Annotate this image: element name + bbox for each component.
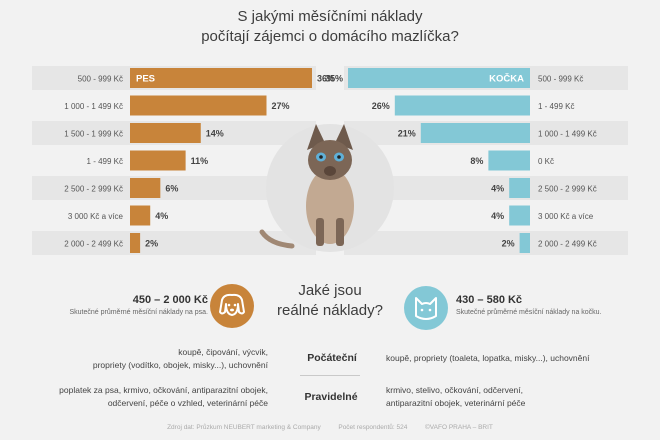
- cat-bar: [509, 178, 530, 198]
- cat-regular-line-2: antiparazitní obojek, veterinární péče: [386, 398, 526, 408]
- dog-category-label: 3 000 Kč a více: [68, 212, 124, 221]
- cat-bar: [394, 95, 530, 116]
- cat-regular-line-1: krmivo, stelivo, očkování, odčervení,: [386, 385, 524, 395]
- cat-value-label: 2%: [502, 239, 515, 249]
- cat-bar: [509, 205, 530, 226]
- cat-face-icon: [404, 286, 448, 330]
- cat-caption: Skutečné průměrné měsíční náklady na koč…: [456, 309, 602, 316]
- cat-category-label: 2 000 - 2 499 Kč: [538, 240, 597, 249]
- dog-initial-line-1: koupě, čipování, výcvik,: [178, 347, 268, 357]
- question-heading: Jaké jsou reálné náklady?: [270, 281, 390, 321]
- cat-bar: [348, 68, 530, 88]
- dog-value-label: 11%: [191, 156, 209, 166]
- dog-value-label: 6%: [165, 184, 178, 194]
- cat-series-label: KOČKA: [489, 73, 524, 85]
- left-row-band: [32, 231, 316, 255]
- cat-bar: [519, 233, 530, 253]
- dog-regular-costs: poplatek za psa, krmivo, očkování, antip…: [36, 384, 268, 410]
- dog-category-label: 2 000 - 2 499 Kč: [64, 240, 123, 249]
- cat-value-label: 8%: [470, 156, 483, 166]
- dog-bar: [130, 150, 186, 171]
- footer-respondents: Počet respondentů: 524: [338, 424, 408, 431]
- question-line-1: Jaké jsou: [298, 282, 362, 299]
- cat-value-label: 35%: [325, 74, 343, 84]
- cat-initial-costs: koupě, propriety (toaleta, lopatka, misk…: [386, 353, 590, 363]
- cat-category-label: 1 - 499 Kč: [538, 102, 574, 111]
- cat-category-label: 0 Kč: [538, 157, 554, 166]
- cat-cost-block: 430 – 580 Kč Skutečné průměrné měsíční n…: [456, 294, 636, 316]
- dog-face-icon: [210, 284, 254, 328]
- title-line-1: S jakými měsíčními náklady: [237, 8, 423, 25]
- cat-value-label: 4%: [491, 184, 504, 194]
- dog-value-label: 4%: [155, 211, 168, 221]
- dog-regular-line-1: poplatek za psa, krmivo, očkování, antip…: [59, 385, 268, 395]
- cat-category-label: 2 500 - 2 999 Kč: [538, 185, 597, 194]
- cat-bar: [488, 150, 530, 171]
- dog-bar: [130, 205, 151, 226]
- cat-category-label: 500 - 999 Kč: [538, 75, 583, 84]
- dog-value-label: 36%: [317, 74, 335, 84]
- dog-bar: [130, 178, 161, 198]
- cat-value-label: 26%: [372, 101, 390, 111]
- dog-series-label: PES: [136, 74, 155, 85]
- dog-category-label: 1 500 - 1 999 Kč: [64, 130, 123, 139]
- dog-cost-block: 450 – 2 000 Kč Skutečné průměrné měsíční…: [38, 294, 208, 316]
- title-line-2: počítají zájemci o domácího mazlíčka?: [201, 28, 459, 45]
- dog-value-label: 27%: [272, 101, 290, 111]
- right-row-band: [344, 231, 628, 255]
- dog-amount: 450 – 2 000 Kč: [132, 294, 208, 306]
- cat-amount: 430 – 580 Kč: [456, 294, 523, 306]
- cat-value-label: 21%: [398, 129, 416, 139]
- dog-value-label: 2%: [145, 239, 158, 249]
- dog-bar: [130, 233, 141, 253]
- footer-source: Zdroj dat: Průzkum NEUBERT marketing & C…: [167, 424, 321, 431]
- dog-regular-line-2: odčervení, péče o vzhled, veterinární pé…: [107, 398, 268, 408]
- dog-category-label: 1 - 499 Kč: [87, 157, 123, 166]
- dog-category-label: 1 000 - 1 499 Kč: [64, 102, 123, 111]
- footer-credit: ©VAFO PRAHA – BRIT: [425, 424, 493, 431]
- regular-costs-label: Pravidelné: [304, 391, 358, 403]
- dog-category-label: 500 - 999 Kč: [78, 75, 123, 84]
- cat-value-label: 4%: [491, 211, 504, 221]
- dog-bar: [130, 95, 267, 116]
- dog-category-label: 2 500 - 2 999 Kč: [64, 185, 123, 194]
- dog-caption: Skutečné průměrné měsíční náklady na psa…: [69, 309, 208, 316]
- cat-category-label: 1 000 - 1 499 Kč: [538, 130, 597, 139]
- dog-initial-costs: koupě, čipování, výcvik, propriety (vodí…: [60, 346, 268, 372]
- cat-category-label: 3 000 Kč a více: [538, 212, 594, 221]
- initial-costs-label: Počáteční: [307, 352, 357, 364]
- dog-initial-line-2: propriety (vodítko, obojek, misky...), u…: [92, 360, 268, 370]
- cat-bar: [420, 123, 530, 143]
- footer: Zdroj dat: Průzkum NEUBERT marketing & C…: [0, 424, 660, 431]
- dog-value-label: 14%: [206, 129, 224, 139]
- cat-illustration: [259, 124, 394, 252]
- question-line-2: reálné náklady?: [277, 302, 383, 319]
- dog-bar: [130, 123, 201, 143]
- row-divider: [300, 375, 360, 376]
- chart-title: S jakými měsíčními náklady počítají záje…: [0, 7, 660, 47]
- cat-regular-costs: krmivo, stelivo, očkování, odčervení, an…: [386, 384, 626, 410]
- dog-bar: [130, 68, 312, 88]
